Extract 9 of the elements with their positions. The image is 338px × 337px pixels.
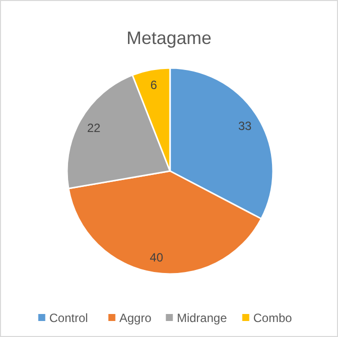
legend-label: Combo [253,311,292,326]
legend-label: Control [49,311,88,326]
chart-title: Metagame [126,28,212,48]
legend-label: Midrange [176,311,228,326]
data-label: 33 [238,118,252,133]
legend-label: Aggro [119,311,152,326]
data-label: 22 [87,121,101,136]
data-label: 40 [150,250,164,265]
data-label: 6 [150,78,158,92]
